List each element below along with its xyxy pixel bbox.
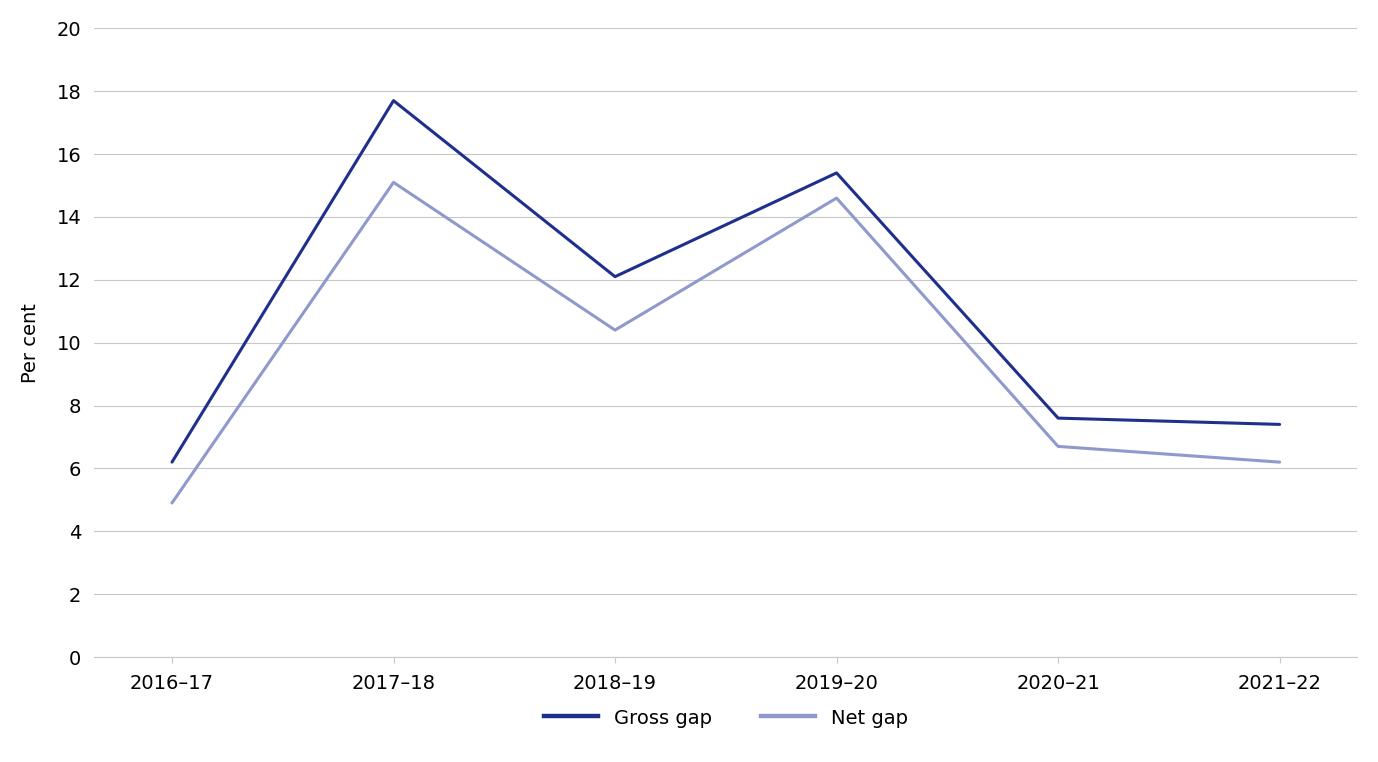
Y-axis label: Per cent: Per cent	[21, 303, 40, 383]
Legend: Gross gap, Net gap: Gross gap, Net gap	[536, 700, 915, 735]
